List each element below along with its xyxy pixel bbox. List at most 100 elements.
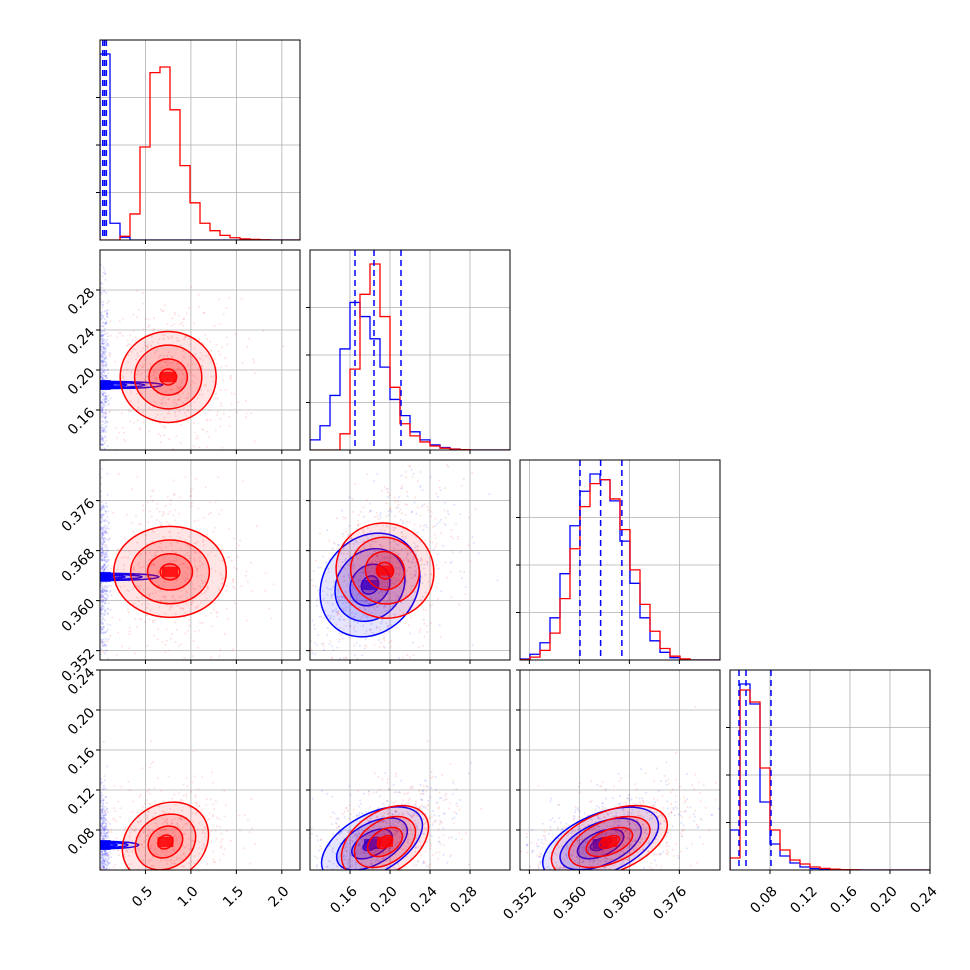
scatter-point — [137, 876, 139, 878]
scatter-point — [127, 874, 129, 876]
scatter-point — [115, 820, 118, 823]
scatter-point — [193, 557, 196, 560]
scatter-point — [367, 675, 369, 677]
scatter-point — [443, 509, 446, 512]
scatter-point — [330, 645, 333, 648]
scatter-point — [338, 640, 340, 643]
scatter-point — [203, 311, 206, 314]
scatter-point — [104, 835, 107, 838]
scatter-point — [152, 619, 155, 622]
scatter-point — [147, 603, 150, 605]
scatter-point — [100, 335, 103, 338]
scatter-point — [187, 307, 190, 310]
scatter-point — [177, 817, 180, 820]
scatter-point — [219, 353, 222, 356]
scatter-point — [423, 524, 426, 527]
scatter-point — [246, 818, 249, 821]
scatter-point — [106, 623, 109, 626]
scatter-point — [101, 439, 104, 442]
scatter-point — [367, 790, 370, 793]
scatter-point — [387, 847, 390, 850]
scatter-point — [355, 664, 357, 666]
scatter-point — [414, 819, 417, 822]
scatter-point — [410, 511, 413, 514]
scatter-point — [345, 624, 348, 627]
scatter-point — [374, 571, 376, 574]
scatter-point — [218, 323, 221, 325]
scatter-point — [358, 579, 361, 582]
scatter-point — [46, 476, 48, 478]
scatter-point — [237, 544, 240, 547]
scatter-point — [105, 374, 108, 377]
scatter-point — [189, 494, 192, 497]
scatter-point — [97, 432, 99, 434]
scatter-point — [173, 862, 176, 865]
scatter-point — [349, 854, 352, 857]
scatter-point — [127, 409, 130, 412]
scatter-point — [101, 819, 104, 822]
scatter-point — [114, 863, 117, 866]
scatter-point — [389, 507, 392, 510]
scatter-point — [331, 657, 334, 660]
scatter-point — [379, 604, 382, 607]
scatter-point — [192, 549, 195, 552]
scatter-point — [311, 584, 314, 587]
scatter-point — [156, 638, 159, 641]
scatter-point — [97, 331, 99, 333]
scatter-point — [100, 808, 103, 811]
scatter-point — [100, 526, 103, 529]
scatter-point — [450, 535, 453, 538]
scatter-point — [104, 871, 106, 873]
scatter-point — [392, 820, 394, 822]
scatter-point — [458, 603, 461, 606]
scatter-point — [102, 455, 104, 457]
scatter-point — [101, 589, 104, 592]
scatter-point — [101, 557, 104, 559]
scatter-point — [218, 818, 221, 821]
scatter-point — [352, 616, 355, 619]
scatter-point — [361, 850, 364, 853]
scatter-point — [415, 805, 418, 808]
scatter-point — [198, 805, 201, 807]
scatter-point — [156, 571, 159, 574]
scatter-point — [196, 569, 199, 572]
scatter-point — [395, 594, 398, 596]
scatter-point — [95, 394, 97, 396]
scatter-point — [386, 559, 389, 562]
scatter-point — [105, 590, 108, 593]
scatter-point — [347, 534, 350, 537]
scatter-point — [105, 528, 108, 531]
scatter-point — [364, 874, 366, 876]
scatter-point — [190, 603, 193, 606]
scatter-point — [397, 812, 400, 815]
scatter-point — [332, 833, 335, 836]
scatter-point — [156, 377, 159, 380]
scatter-point — [384, 609, 387, 612]
scatter-point — [398, 835, 401, 838]
scatter-point — [430, 776, 433, 779]
scatter-point — [163, 536, 166, 539]
scatter-point — [372, 792, 374, 795]
scatter-point — [101, 565, 104, 568]
scatter-point — [368, 511, 371, 513]
scatter-point — [104, 442, 107, 445]
scatter-point — [104, 564, 106, 566]
scatter-point — [101, 364, 104, 367]
scatter-point — [172, 849, 175, 852]
scatter-point — [184, 611, 187, 614]
scatter-point — [382, 545, 385, 548]
scatter-point — [335, 818, 338, 820]
scatter-point — [236, 568, 239, 571]
scatter-point — [250, 798, 253, 801]
scatter-point — [105, 858, 108, 861]
scatter-point — [93, 538, 95, 540]
scatter-point — [101, 378, 104, 381]
scatter-point — [436, 553, 439, 556]
scatter-point — [118, 320, 121, 323]
scatter-point — [101, 282, 104, 285]
scatter-point — [175, 837, 178, 840]
scatter-point — [410, 577, 413, 580]
scatter-point — [335, 623, 338, 626]
scatter-point — [100, 429, 103, 432]
scatter-point — [355, 814, 358, 817]
